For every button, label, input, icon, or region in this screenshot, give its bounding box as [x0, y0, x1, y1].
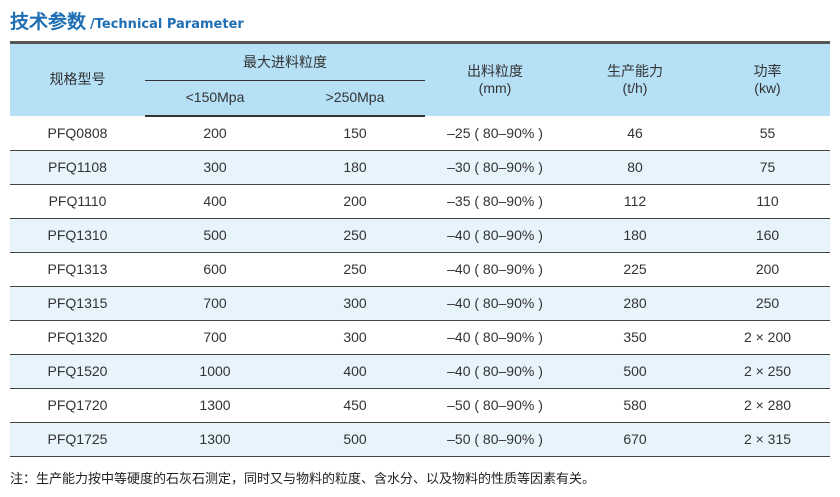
table-cell: 400	[145, 184, 285, 219]
header-model: 规格型号	[10, 41, 145, 116]
table-cell: 600	[145, 252, 285, 287]
table-cell: 280	[565, 286, 705, 321]
table-cell: PFQ1110	[10, 184, 145, 219]
table-cell: 700	[145, 286, 285, 321]
table-cell: 80	[565, 150, 705, 185]
table-cell: 180	[565, 218, 705, 253]
table-cell: 250	[705, 286, 830, 321]
table-cell: 150	[285, 115, 425, 151]
table-row: PFQ1720 1300 450 –50 ( 80–90% ) 580 2 × 280	[10, 388, 830, 423]
table-cell: 1000	[145, 354, 285, 389]
table-cell: 112	[565, 184, 705, 219]
table-cell: 2 × 315	[705, 422, 830, 457]
table-cell: –40 ( 80–90% )	[425, 354, 565, 389]
table-cell: –40 ( 80–90% )	[425, 320, 565, 355]
table-cell: PFQ1720	[10, 388, 145, 423]
table-cell: 75	[705, 150, 830, 185]
table-cell: 200	[705, 252, 830, 287]
technical-parameter-table: 规格型号 最大进料粒度 出料粒度 (mm) 生产能力 (t/h) 功率 (kw) <1…	[10, 41, 830, 457]
table-row: PFQ0808 200 150 –25 ( 80–90% ) 46 55	[10, 115, 830, 151]
table-cell: PFQ1320	[10, 320, 145, 355]
table-row: PFQ1313 600 250 –40 ( 80–90% ) 225 200	[10, 252, 830, 287]
table-cell: –50 ( 80–90% )	[425, 388, 565, 423]
table-cell: 450	[285, 388, 425, 423]
table-cell: 250	[285, 218, 425, 253]
table-cell: 500	[285, 422, 425, 457]
table-cell: 670	[565, 422, 705, 457]
table-row: PFQ1725 1300 500 –50 ( 80–90% ) 670 2 × 315	[10, 422, 830, 457]
table-cell: –30 ( 80–90% )	[425, 150, 565, 185]
table-cell: 1300	[145, 422, 285, 457]
table-cell: 500	[145, 218, 285, 253]
table-cell: PFQ1313	[10, 252, 145, 287]
table-cell: –40 ( 80–90% )	[425, 218, 565, 253]
table-cell: –40 ( 80–90% )	[425, 286, 565, 321]
table-cell: 700	[145, 320, 285, 355]
table-cell: 1300	[145, 388, 285, 423]
table-cell: PFQ1725	[10, 422, 145, 457]
table-cell: 300	[285, 320, 425, 355]
table-cell: 250	[285, 252, 425, 287]
table-cell: 2 × 250	[705, 354, 830, 389]
table-cell: 300	[145, 150, 285, 185]
header-feed-low: <150Mpa	[145, 80, 285, 117]
table-cell: PFQ0808	[10, 115, 145, 151]
table-cell: PFQ1520	[10, 354, 145, 389]
table-cell: –50 ( 80–90% )	[425, 422, 565, 457]
table-cell: –25 ( 80–90% )	[425, 115, 565, 151]
title-en: /Technical Parameter	[90, 17, 244, 32]
footnote: 注：生产能力按中等硬度的石灰石测定，同时又与物料的粒度、含水分、以及物料的性质等…	[10, 472, 596, 487]
header-output: 出料粒度 (mm)	[425, 41, 565, 116]
table-cell: –40 ( 80–90% )	[425, 252, 565, 287]
table-row: PFQ1108 300 180 –30 ( 80–90% ) 80 75	[10, 150, 830, 185]
table-row: PFQ1110 400 200 –35 ( 80–90% ) 112 110	[10, 184, 830, 219]
table-cell: PFQ1315	[10, 286, 145, 321]
table-cell: 110	[705, 184, 830, 219]
table-cell: 55	[705, 115, 830, 151]
table-cell: PFQ1108	[10, 150, 145, 185]
table-cell: 160	[705, 218, 830, 253]
table-row: PFQ1315 700 300 –40 ( 80–90% ) 280 250	[10, 286, 830, 321]
table-cell: 200	[145, 115, 285, 151]
header-capacity: 生产能力 (t/h)	[565, 41, 705, 116]
table-cell: 46	[565, 115, 705, 151]
table-cell: 350	[565, 320, 705, 355]
table-row: PFQ1320 700 300 –40 ( 80–90% ) 350 2 × 200	[10, 320, 830, 355]
table-row: PFQ1310 500 250 –40 ( 80–90% ) 180 160	[10, 218, 830, 253]
title-cn: 技术参数	[10, 11, 87, 33]
header-power: 功率 (kw)	[705, 41, 830, 116]
header-feed-size: 最大进料粒度	[145, 41, 425, 81]
table-cell: 580	[565, 388, 705, 423]
table-cell: 400	[285, 354, 425, 389]
table-cell: 300	[285, 286, 425, 321]
table-cell: 200	[285, 184, 425, 219]
table-cell: –35 ( 80–90% )	[425, 184, 565, 219]
table-cell: 2 × 200	[705, 320, 830, 355]
table-cell: 225	[565, 252, 705, 287]
table-cell: 500	[565, 354, 705, 389]
header-feed-high: >250Mpa	[285, 80, 425, 117]
table-row: PFQ1520 1000 400 –40 ( 80–90% ) 500 2 × 250	[10, 354, 830, 389]
table-cell: 180	[285, 150, 425, 185]
table-cell: PFQ1310	[10, 218, 145, 253]
table-cell: 2 × 280	[705, 388, 830, 423]
section-title: 技术参数/Technical Parameter	[10, 7, 244, 34]
